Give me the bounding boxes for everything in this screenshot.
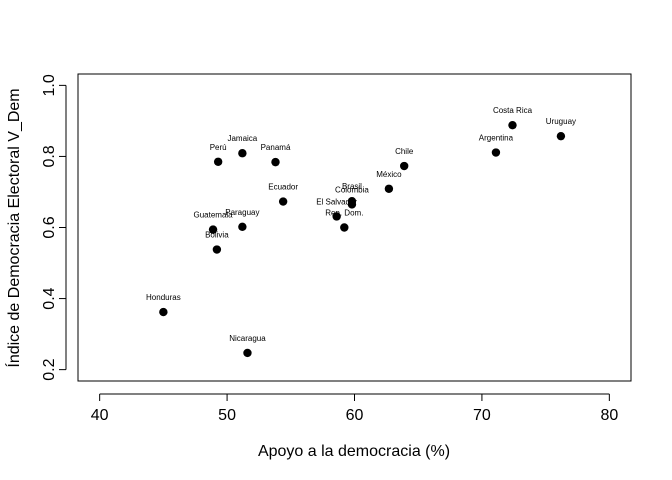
data-point-label: El Salvador [316,197,357,206]
data-point-label: Paraguay [225,208,259,217]
data-point-label: Uruguay [546,117,576,126]
x-axis-title: Apoyo a la democracia (%) [258,443,450,460]
data-point [556,131,566,141]
x-axis: 40 50 60 70 80 [91,393,618,424]
data-point-label: Colombia [335,185,369,194]
data-point [208,225,218,234]
y-axis-title: Índice de Democracia Electoral V_Dem [4,88,23,367]
data-point-label: Costa Rica [493,106,533,115]
y-tick-label: 0.4 [41,287,58,309]
data-point-label: Jamaica [227,134,257,143]
data-point [238,222,247,231]
data-points: Costa Rica Uruguay Argentina Chile México Jam… [146,106,576,358]
y-axis: 0.2 0.4 0.6 0.8 1.0 [41,74,67,381]
y-tick-label: 1.0 [41,74,58,96]
data-point-label: México [376,170,402,179]
data-point-label: Panamá [261,143,291,152]
data-point-label: Ecuador [268,183,298,192]
data-point-label: Nicaragua [229,334,266,343]
data-point [340,223,349,232]
data-point-label: Perú [210,143,227,152]
x-tick-label: 40 [91,407,109,424]
x-tick-label: 80 [600,407,618,424]
data-point-label: Guatemala [193,211,233,220]
data-point [347,200,357,209]
data-point-label: Rep. Dom. [325,209,363,218]
data-point-label: Honduras [146,293,181,302]
data-point-label: Chile [395,147,414,156]
data-point [212,245,222,254]
x-tick-label: 70 [473,407,491,424]
y-tick-label: 0.8 [41,145,58,167]
data-point [243,348,252,358]
x-tick-label: 60 [346,407,364,424]
plot-frame [77,73,632,382]
data-point [332,212,341,221]
y-tick-label: 0.6 [41,216,58,238]
data-point [491,148,501,157]
data-point-label: Brasil [342,182,362,191]
data-point [384,184,394,193]
data-point-label: Bolivia [205,231,229,240]
data-point [238,149,247,158]
data-point-label: Argentina [479,134,514,143]
data-point [508,120,517,130]
x-tick-label: 50 [218,407,236,424]
data-point [399,161,409,171]
data-point [278,197,288,206]
data-point [213,157,223,166]
y-tick-label: 0.2 [41,358,58,380]
data-point [159,307,168,317]
data-point [271,157,280,167]
